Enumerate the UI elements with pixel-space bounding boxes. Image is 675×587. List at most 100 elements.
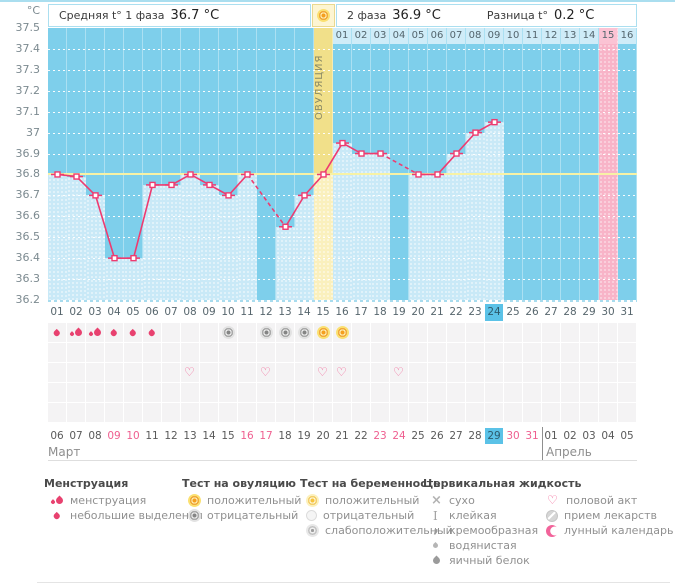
- day-cell-pregnancy-tests[interactable]: [599, 343, 617, 362]
- day-cell-cervical-fluid[interactable]: [542, 383, 560, 402]
- temperature-point-marker[interactable]: [453, 150, 460, 157]
- day-cell-intercourse[interactable]: [181, 363, 199, 382]
- day-cell-intercourse[interactable]: [352, 363, 370, 382]
- day-cell-intercourse[interactable]: [504, 363, 522, 382]
- chart-day-column[interactable]: [580, 28, 599, 300]
- day-cell-pregnancy-tests[interactable]: [485, 343, 503, 362]
- day-cell-medication[interactable]: [561, 403, 579, 422]
- day-cell-pregnancy-tests[interactable]: [181, 343, 199, 362]
- day-cell-bleeding-and-ovulation-tests[interactable]: [485, 323, 503, 342]
- day-cell-bleeding-and-ovulation-tests[interactable]: [561, 323, 579, 342]
- day-cell-cervical-fluid[interactable]: [219, 383, 237, 402]
- day-cell-bleeding-and-ovulation-tests[interactable]: [618, 323, 636, 342]
- day-cell-pregnancy-tests[interactable]: [124, 343, 142, 362]
- day-cell-cervical-fluid[interactable]: [466, 383, 484, 402]
- day-cell-bleeding-and-ovulation-tests[interactable]: [162, 323, 180, 342]
- temperature-point-marker[interactable]: [206, 181, 213, 189]
- day-cell-cervical-fluid[interactable]: [580, 383, 598, 402]
- chart-day-column[interactable]: [257, 28, 276, 300]
- day-cell-medication[interactable]: [371, 403, 389, 422]
- day-cell-cervical-fluid[interactable]: [409, 383, 427, 402]
- day-cell-bleeding-and-ovulation-tests[interactable]: [48, 323, 66, 342]
- day-cell-pregnancy-tests[interactable]: [143, 343, 161, 362]
- day-cell-intercourse[interactable]: [409, 363, 427, 382]
- day-cell-cervical-fluid[interactable]: [561, 383, 579, 402]
- day-cell-medication[interactable]: [86, 403, 104, 422]
- day-cell-pregnancy-tests[interactable]: [409, 343, 427, 362]
- day-cell-medication[interactable]: [238, 403, 256, 422]
- day-cell-cervical-fluid[interactable]: [485, 383, 503, 402]
- day-cell-cervical-fluid[interactable]: [447, 383, 465, 402]
- day-cell-bleeding-and-ovulation-tests[interactable]: [523, 323, 541, 342]
- day-cell-intercourse[interactable]: [333, 363, 351, 382]
- day-cell-medication[interactable]: [181, 403, 199, 422]
- day-cell-intercourse[interactable]: [314, 363, 332, 382]
- chart-day-column[interactable]: [200, 28, 219, 300]
- day-cell-intercourse[interactable]: [162, 363, 180, 382]
- day-cell-bleeding-and-ovulation-tests[interactable]: [428, 323, 446, 342]
- temperature-point-marker[interactable]: [320, 171, 327, 178]
- chart-day-column[interactable]: [542, 28, 561, 300]
- day-cell-pregnancy-tests[interactable]: [504, 343, 522, 362]
- day-cell-cervical-fluid[interactable]: [143, 383, 161, 402]
- day-cell-pregnancy-tests[interactable]: [390, 343, 408, 362]
- chart-day-column[interactable]: [143, 28, 162, 300]
- day-cell-bleeding-and-ovulation-tests[interactable]: [67, 323, 85, 342]
- day-cell-bleeding-and-ovulation-tests[interactable]: [295, 323, 313, 342]
- day-cell-medication[interactable]: [523, 403, 541, 422]
- day-cell-cervical-fluid[interactable]: [371, 383, 389, 402]
- temperature-point-marker[interactable]: [282, 223, 289, 230]
- day-cell-bleeding-and-ovulation-tests[interactable]: [333, 323, 351, 342]
- day-cell-intercourse[interactable]: [371, 363, 389, 382]
- day-cell-intercourse[interactable]: [105, 363, 123, 382]
- temperature-point-marker[interactable]: [301, 192, 308, 199]
- chart-day-column[interactable]: [124, 28, 143, 300]
- temperature-point-marker[interactable]: [187, 171, 194, 178]
- day-cell-medication[interactable]: [257, 403, 275, 422]
- day-cell-medication[interactable]: [504, 403, 522, 422]
- day-cell-medication[interactable]: [542, 403, 560, 422]
- day-cell-cervical-fluid[interactable]: [504, 383, 522, 402]
- day-cell-pregnancy-tests[interactable]: [238, 343, 256, 362]
- day-cell-medication[interactable]: [447, 403, 465, 422]
- day-cell-intercourse[interactable]: [523, 363, 541, 382]
- day-cell-pregnancy-tests[interactable]: [447, 343, 465, 362]
- day-cell-bleeding-and-ovulation-tests[interactable]: [504, 323, 522, 342]
- temperature-point-marker[interactable]: [225, 192, 232, 199]
- day-cell-pregnancy-tests[interactable]: [428, 343, 446, 362]
- temperature-point-marker[interactable]: [244, 171, 251, 178]
- day-cell-medication[interactable]: [295, 403, 313, 422]
- day-cell-pregnancy-tests[interactable]: [257, 343, 275, 362]
- chart-day-column[interactable]: [67, 28, 86, 300]
- day-cell-cervical-fluid[interactable]: [67, 383, 85, 402]
- day-cell-medication[interactable]: [485, 403, 503, 422]
- day-cell-cervical-fluid[interactable]: [276, 383, 294, 402]
- day-cell-cervical-fluid[interactable]: [105, 383, 123, 402]
- day-cell-cervical-fluid[interactable]: [257, 383, 275, 402]
- day-cell-pregnancy-tests[interactable]: [618, 343, 636, 362]
- day-cell-medication[interactable]: [48, 403, 66, 422]
- temperature-point-marker[interactable]: [111, 254, 118, 262]
- day-cell-intercourse[interactable]: [257, 363, 275, 382]
- day-cell-pregnancy-tests[interactable]: [162, 343, 180, 362]
- day-cell-medication[interactable]: [162, 403, 180, 422]
- day-cell-medication[interactable]: [314, 403, 332, 422]
- day-cell-intercourse[interactable]: [124, 363, 142, 382]
- day-cell-intercourse[interactable]: [48, 363, 66, 382]
- day-cell-bleeding-and-ovulation-tests[interactable]: [105, 323, 123, 342]
- day-cell-intercourse[interactable]: [542, 363, 560, 382]
- day-cell-pregnancy-tests[interactable]: [86, 343, 104, 362]
- day-cell-medication[interactable]: [105, 403, 123, 422]
- day-cell-bleeding-and-ovulation-tests[interactable]: [409, 323, 427, 342]
- temperature-point-marker[interactable]: [168, 181, 175, 189]
- day-cell-intercourse[interactable]: [599, 363, 617, 382]
- day-cell-pregnancy-tests[interactable]: [542, 343, 560, 362]
- day-cell-pregnancy-tests[interactable]: [219, 343, 237, 362]
- day-cell-bleeding-and-ovulation-tests[interactable]: [276, 323, 294, 342]
- day-cell-bleeding-and-ovulation-tests[interactable]: [580, 323, 598, 342]
- day-cell-bleeding-and-ovulation-tests[interactable]: [257, 323, 275, 342]
- day-cell-bleeding-and-ovulation-tests[interactable]: [390, 323, 408, 342]
- day-cell-medication[interactable]: [618, 403, 636, 422]
- day-cell-pregnancy-tests[interactable]: [333, 343, 351, 362]
- chart-day-column[interactable]: [86, 28, 105, 300]
